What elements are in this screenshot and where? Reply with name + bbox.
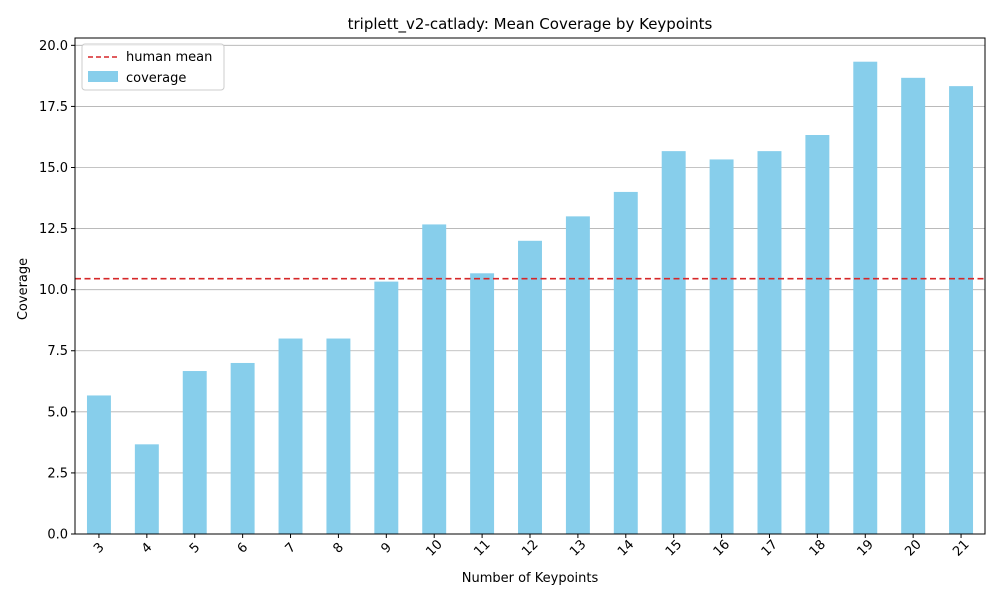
x-tick-label: 12 xyxy=(519,537,541,559)
bar-13 xyxy=(565,216,590,534)
y-tick-label: 17.5 xyxy=(39,100,68,115)
bar-21 xyxy=(949,86,974,535)
x-tick-label: 5 xyxy=(187,540,203,556)
bar-16 xyxy=(709,159,734,534)
x-tick-label: 18 xyxy=(807,537,829,559)
x-tick-label: 13 xyxy=(567,537,589,559)
y-tick-label: 2.5 xyxy=(47,466,68,481)
x-tick-label: 17 xyxy=(759,537,781,559)
x-tick-label: 4 xyxy=(139,540,155,556)
x-tick-label: 14 xyxy=(615,537,637,559)
x-tick-label: 19 xyxy=(854,537,876,559)
bar-3 xyxy=(86,395,111,534)
x-tick-label: 20 xyxy=(902,537,924,559)
bar-11 xyxy=(470,273,495,534)
x-tick-label: 7 xyxy=(283,540,299,556)
y-tick-label: 7.5 xyxy=(47,344,68,359)
y-tick-label: 15.0 xyxy=(39,161,68,176)
bar-15 xyxy=(661,151,686,535)
bar-12 xyxy=(518,240,542,534)
y-axis: 0.0 2.5 5.0 7.5 10.0 12.5 15.0 17.5 20.0 xyxy=(39,39,75,543)
legend-coverage-swatch xyxy=(88,71,118,82)
bar-7 xyxy=(278,338,303,534)
y-tick-label: 5.0 xyxy=(47,405,68,420)
bar-8 xyxy=(326,338,351,534)
y-tick-label: 10.0 xyxy=(39,283,68,298)
legend-coverage-label: coverage xyxy=(126,71,186,86)
x-axis-title: Number of Keypoints xyxy=(462,571,599,586)
bar-10 xyxy=(422,224,447,534)
x-axis: 3 4 5 6 7 8 9 10 11 12 13 14 15 16 17 18 19 20 21 xyxy=(91,534,973,560)
bar-14 xyxy=(613,191,638,534)
y-tick-label: 20.0 xyxy=(39,39,68,54)
x-tick-label: 3 xyxy=(91,540,107,556)
y-tick-label: 0.0 xyxy=(47,528,68,543)
bar-6 xyxy=(230,362,255,534)
legend-human-mean-label: human mean xyxy=(126,50,212,65)
legend: human mean coverage xyxy=(81,43,225,91)
bar-19 xyxy=(853,61,878,534)
chart-title: triplett_v2-catlady: Mean Coverage by Ke… xyxy=(348,15,713,34)
bar-17 xyxy=(757,151,782,535)
y-axis-title: Coverage xyxy=(16,258,31,320)
bar-18 xyxy=(805,135,830,535)
x-tick-label: 16 xyxy=(711,537,733,559)
y-tick-label: 12.5 xyxy=(39,222,68,237)
x-tick-label: 8 xyxy=(331,540,347,556)
bar-5 xyxy=(182,371,207,534)
x-tick-label: 6 xyxy=(235,540,251,556)
x-tick-label: 11 xyxy=(471,537,493,559)
x-tick-label: 10 xyxy=(423,537,445,559)
x-tick-label: 15 xyxy=(663,537,685,559)
x-tick-label: 21 xyxy=(950,537,972,559)
bar-20 xyxy=(901,77,926,534)
bars xyxy=(86,61,974,535)
bar-9 xyxy=(374,281,399,534)
x-tick-label: 9 xyxy=(378,540,394,556)
bar-4 xyxy=(134,444,159,534)
